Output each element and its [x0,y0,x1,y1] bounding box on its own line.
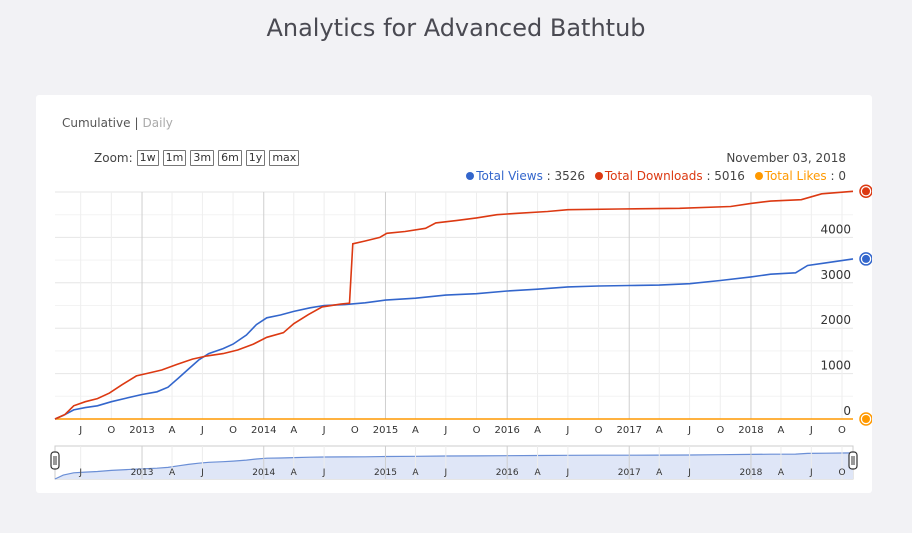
navigator-tick-label: J [809,468,813,478]
x-tick-label: J [687,425,691,436]
navigator-tick-label: A [169,468,176,478]
legend-views-label: Total Views [476,169,543,183]
toggle-separator: | [134,116,139,130]
page-title: Analytics for Advanced Bathtub [266,14,646,42]
legend-downloads-label: Total Downloads [604,169,703,183]
x-tick-label: 2015 [373,425,398,436]
x-tick-label: 2016 [494,425,519,436]
navigator-tick-label: J [200,468,204,478]
legend-views-value: 3526 [554,169,586,183]
handle-grip[interactable] [50,451,60,470]
navigator-tick-label: 2018 [740,468,763,478]
y-tick-label: 1000 [820,359,851,373]
zoom-3m-button[interactable]: 3m [190,150,215,166]
chart-panel: Cumulative | Daily Zoom: 1w 1m 3m 6m 1y ma… [36,95,872,493]
y-tick-label: 0 [843,404,851,418]
zoom-1w-button[interactable]: 1w [136,150,159,166]
x-tick-label: O [595,425,603,436]
x-tick-label: J [565,425,569,436]
zoom-controls: Zoom: 1w 1m 3m 6m 1y max [94,150,300,166]
series-line-total-views [54,258,854,420]
legend-likes-label: Total Likes [764,169,827,183]
zoom-max-button[interactable]: max [269,150,300,166]
navigator-tick-label: O [838,468,845,478]
range-navigator[interactable]: J 2013 A J 2014 A J 2015 A J 2016 A J 2017 A J 2018 A J O [50,445,858,480]
zoom-label: Zoom: [94,151,133,165]
current-date: November 03, 2018 [726,151,846,165]
zoom-6m-button[interactable]: 6m [218,150,242,166]
navigator-tick-label: A [534,468,541,478]
x-tick-label: A [290,425,297,436]
navigator-tick-label: 2017 [618,468,641,478]
x-tick-label: 2017 [617,425,642,436]
series-end-dot [862,415,870,423]
x-tick-label: J [443,425,447,436]
zoom-1y-button[interactable]: 1y [245,150,266,166]
navigator-tick-label: A [778,468,785,478]
navigator-tick-label: A [291,468,298,478]
legend-likes-value: 0 [838,169,846,183]
y-tick-label: 4000 [820,222,851,236]
likes-dot-icon [754,172,763,180]
x-tick-label: A [412,425,419,436]
x-tick-label: O [107,425,115,436]
x-tick-label: O [229,425,237,436]
chart-grid [55,191,853,420]
cumulative-toggle[interactable]: Cumulative [62,116,131,130]
series-end-dot [862,254,870,263]
series-end-dot [862,187,870,196]
x-tick-label: O [351,425,359,436]
y-axis: 0 1000 2000 3000 4000 [820,222,851,418]
views-dot-icon [466,172,475,180]
mode-toggle: Cumulative | Daily [62,116,173,130]
navigator-tick-label: 2013 [131,468,154,478]
legend-item-likes[interactable]: Total Likes : 0 [754,169,846,183]
series-layer [54,184,872,426]
x-tick-label: J [200,425,204,436]
navigator-tick-label: J [566,468,570,478]
navigator-tick-label: 2014 [252,468,275,478]
y-tick-label: 3000 [820,268,851,282]
navigator-left-handle[interactable] [50,451,60,470]
downloads-dot-icon [594,172,603,180]
y-tick-label: 2000 [820,313,851,327]
navigator-tick-label: J [687,468,691,478]
series-line-total-downloads [54,190,854,420]
x-tick-label: A [534,425,541,436]
navigator-tick-label: A [412,468,419,478]
daily-toggle[interactable]: Daily [142,116,173,130]
zoom-1m-button[interactable]: 1m [162,150,187,166]
x-tick-label: 2018 [738,425,763,436]
x-tick-label: O [838,425,846,436]
x-tick-label: O [716,425,724,436]
x-axis: J O 2013 A J O 2014 A J O 2015 A J O 2016 A J O 2017 A J O 201… [78,425,846,436]
x-tick-label: O [473,425,481,436]
legend-item-downloads[interactable]: Total Downloads : 5016 [594,169,745,183]
navigator-tick-label: J [78,468,82,478]
navigator-tick-label: 2015 [374,468,397,478]
navigator-tick-label: J [444,468,448,478]
navigator-tick-label: J [322,468,326,478]
legend-downloads-value: 5016 [714,169,745,183]
x-tick-label: A [778,425,785,436]
x-tick-label: J [809,425,813,436]
x-tick-label: 2013 [129,425,154,436]
navigator-right-handle[interactable] [848,451,858,470]
legend: Total Views : 3526 Total Downloads : 501… [460,169,846,183]
x-tick-label: 2014 [251,425,276,436]
x-tick-label: A [656,425,663,436]
legend-item-views[interactable]: Total Views : 3526 [466,169,585,183]
navigator-tick-label: 2016 [496,468,519,478]
x-tick-label: A [169,425,176,436]
x-tick-label: J [78,425,82,436]
handle-grip[interactable] [848,451,858,470]
navigator-tick-label: A [656,468,663,478]
x-tick-label: J [322,425,326,436]
